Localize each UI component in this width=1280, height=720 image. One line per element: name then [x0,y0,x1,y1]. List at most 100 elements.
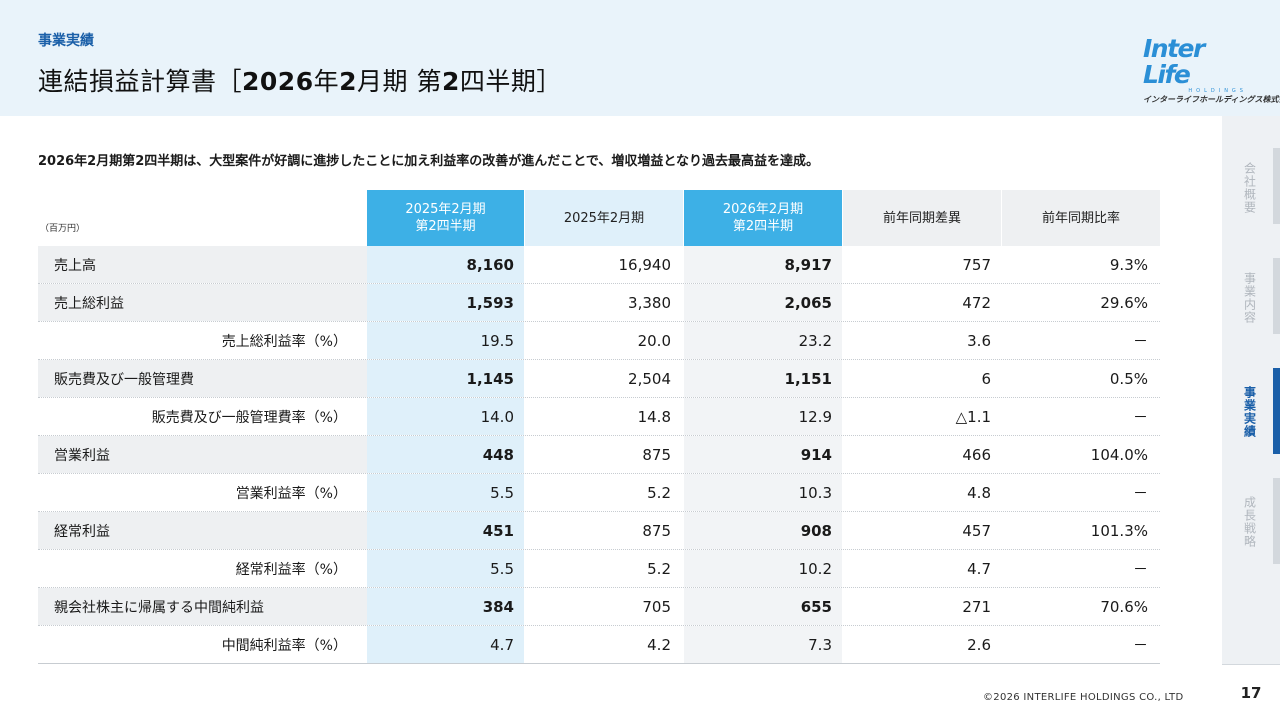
sidenav-label: 事業内容 [1242,272,1257,324]
sidenav-item-results[interactable]: 事業実績 [1222,368,1280,454]
table-cell: 5.2 [647,559,671,578]
row-label: 売上高 [38,246,367,283]
table-cell: 705 [642,597,671,616]
table-cell: 29.6% [1100,293,1148,312]
table-cell: 457 [962,521,991,540]
table-cell: 2,504 [628,369,671,388]
table-cell: 4.2 [647,635,671,654]
table-cell: 757 [962,255,991,274]
table-cell: 4.7 [367,626,524,663]
row-label: 売上総利益 [38,284,367,321]
table-cell: 8,917 [684,246,842,283]
table-cell: 472 [962,293,991,312]
title-part: 2026 [242,67,314,96]
table-cell: △1.1 [955,407,991,426]
col-header-5: 前年同期比率 [1002,190,1160,246]
col-header-text: 2025年2月期 [563,210,645,226]
table-cell: 70.6% [1100,597,1148,616]
col-header-3: 2026年2月期 第2四半期 [684,190,842,246]
table-cell: 9.3% [1109,255,1148,274]
title-part: 連結損益計算書［ [38,67,243,96]
table-cell: 875 [642,521,671,540]
sidenav-bar [1273,478,1280,564]
table-cell: 2.6 [967,635,991,654]
table-row: 営業利益率（%） 5.5 5.2 10.3 4.8 － [38,474,1160,512]
table-cell: 19.5 [367,322,524,359]
table-cell: 5.5 [367,550,524,587]
table-cell: 12.9 [684,398,842,435]
logo-wordmark: Inter Life [1143,34,1205,89]
table-cell: 655 [684,588,842,625]
col-header-4: 前年同期差異 [843,190,1001,246]
table-row: 中間純利益率（%） 4.7 4.2 7.3 2.6 － [38,626,1160,664]
copyright: ©2026 INTERLIFE HOLDINGS CO., LTD [983,692,1184,703]
sidenav-bar [1273,148,1280,224]
col-header-text: 前年同期比率 [1041,210,1120,226]
title-part: 2 [441,67,460,96]
table-row: 販売費及び一般管理費率（%） 14.0 14.8 12.9 △1.1 － [38,398,1160,436]
table-cell: 16,940 [618,255,672,274]
table-cell: 875 [642,445,671,464]
table-cell: － [1132,636,1148,654]
section-sidenav: 会社概要 事業内容 事業実績 成長戦略 [1222,116,1280,664]
table-cell: 1,151 [684,360,842,397]
row-label: 販売費及び一般管理費率（%） [38,398,367,435]
table-cell: 6 [981,369,991,388]
table-cell: － [1132,408,1148,426]
table-cell: 271 [962,597,991,616]
table-row: 売上高 8,160 16,940 8,917 757 9.3% [38,246,1160,284]
col-header-1: 2025年2月期 第2四半期 [367,190,524,246]
table-row: 売上総利益率（%） 19.5 20.0 23.2 3.6 － [38,322,1160,360]
col-header-text: 前年同期差異 [882,210,961,226]
row-label: 営業利益 [38,436,367,473]
table-cell: 4.7 [967,559,991,578]
table-cell: 3,380 [628,293,671,312]
table-cell: 1,145 [367,360,524,397]
sidenav-label: 事業実績 [1242,386,1257,438]
lead-text: 2026年2月期第2四半期は、大型案件が好調に進捗したことに加え利益率の改善が進… [38,154,819,169]
logo-company-name: インターライフホールディングス株式会社 [1143,95,1280,104]
table-cell: 10.3 [684,474,842,511]
table-cell: 914 [684,436,842,473]
row-label: 経常利益率（%） [38,550,367,587]
row-label: 経常利益 [38,512,367,549]
sidenav-item-company[interactable]: 会社概要 [1222,148,1280,224]
sidenav-item-business[interactable]: 事業内容 [1222,258,1280,334]
table-row: 売上総利益 1,593 3,380 2,065 472 29.6% [38,284,1160,322]
table-cell: 20.0 [637,331,671,350]
col-header-2: 2025年2月期 [525,190,683,246]
table-cell: － [1132,560,1148,578]
table-row: 親会社株主に帰属する中間純利益 384 705 655 271 70.6% [38,588,1160,626]
col-header-text: 2026年2月期 第2四半期 [722,202,804,234]
table-cell: 5.2 [647,483,671,502]
table-cell: 14.8 [637,407,671,426]
table-cell: 448 [367,436,524,473]
sidenav-bar [1273,258,1280,334]
row-label: 売上総利益率（%） [38,322,367,359]
company-logo: Inter Life HOLDINGS インターライフホールディングス株式会社 [1143,34,1280,105]
table-row: 経常利益 451 875 908 457 101.3% [38,512,1160,550]
table-cell: 3.6 [967,331,991,350]
page-title: 連結損益計算書［2026年2月期 第2四半期］ [38,62,562,98]
table-row: 経常利益率（%） 5.5 5.2 10.2 4.7 － [38,550,1160,588]
page-number: 17 [1222,664,1280,720]
table-cell: 908 [684,512,842,549]
col-header-text: 2025年2月期 第2四半期 [405,202,486,234]
table-cell: 1,593 [367,284,524,321]
table-cell: 5.5 [367,474,524,511]
table-cell: 0.5% [1109,369,1148,388]
sidenav-item-strategy[interactable]: 成長戦略 [1222,478,1280,564]
sidenav-label: 会社概要 [1242,162,1257,214]
table-cell: 451 [367,512,524,549]
table-cell: 10.2 [684,550,842,587]
title-part: 2 [339,67,358,96]
row-label: 親会社株主に帰属する中間純利益 [38,588,367,625]
table-cell: 4.8 [967,483,991,502]
section-kicker: 事業実績 [38,33,94,49]
table-row: 販売費及び一般管理費 1,145 2,504 1,151 6 0.5% [38,360,1160,398]
header-band: 事業実績 連結損益計算書［2026年2月期 第2四半期］ Inter Life … [0,0,1280,116]
table-cell: － [1132,332,1148,350]
sidenav-bar [1273,368,1280,454]
row-label: 中間純利益率（%） [38,626,367,663]
table-cell: 104.0% [1090,445,1148,464]
